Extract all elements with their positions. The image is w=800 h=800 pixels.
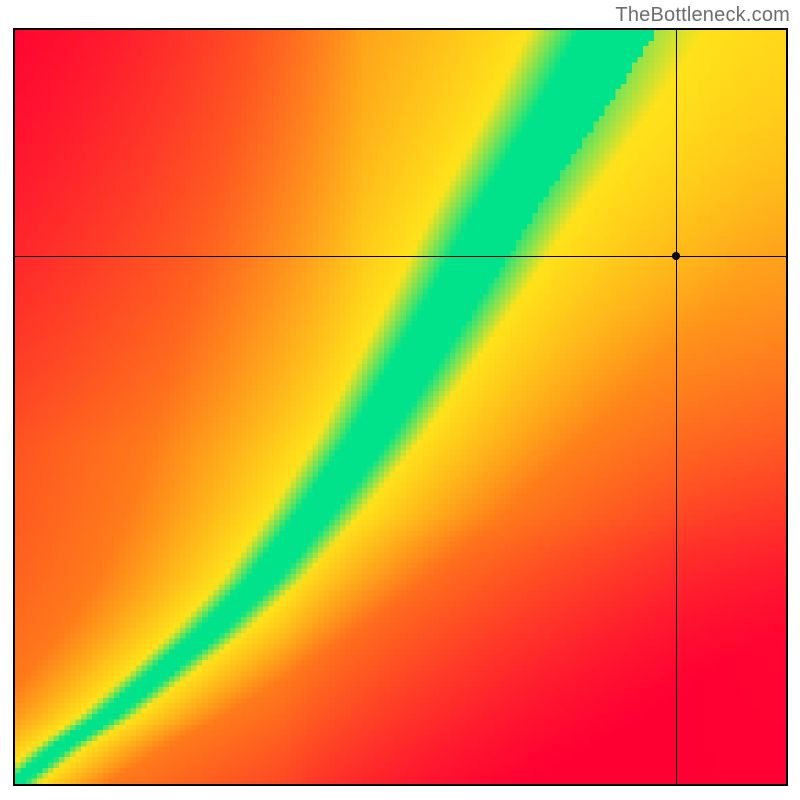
watermark: TheBottleneck.com: [615, 4, 790, 27]
heatmap-canvas: [15, 30, 786, 784]
crosshair-horizontal: [15, 256, 786, 257]
crosshair-vertical: [676, 30, 677, 784]
crosshair-point: [672, 252, 680, 260]
chart-container: TheBottleneck.com: [0, 0, 800, 800]
heatmap-plot: [13, 28, 788, 786]
